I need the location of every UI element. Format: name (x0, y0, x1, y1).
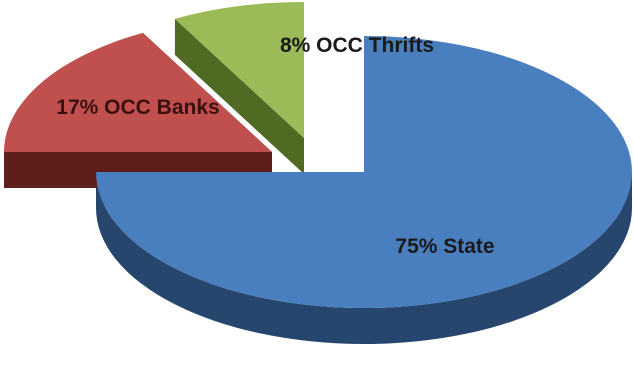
slice-label-occ-banks: 17% OCC Banks (56, 96, 219, 119)
slice-labels: 75% State 17% OCC Banks 8% OCC Thrifts (56, 34, 494, 258)
slice-label-occ-thrifts: 8% OCC Thrifts (280, 34, 434, 57)
slice-occ-thrifts (174, 2, 304, 138)
slice-side-occ-thrifts (174, 2, 304, 174)
slice-tops (4, 2, 632, 308)
slice-label-state: 75% State (395, 235, 494, 258)
slice-occ-banks (4, 32, 272, 152)
slice-state (96, 36, 632, 308)
